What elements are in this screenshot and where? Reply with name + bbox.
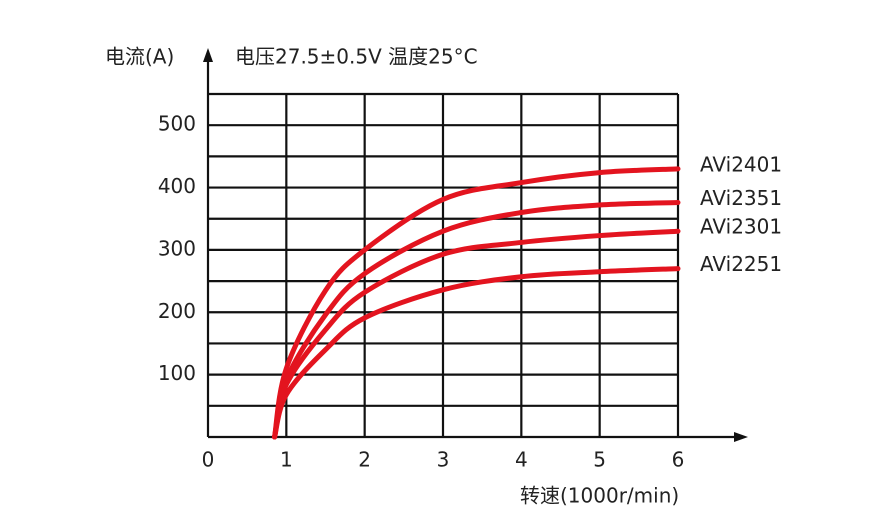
x-arrow <box>734 432 748 442</box>
x-tick-label: 2 <box>358 448 371 472</box>
x-tick-label: 4 <box>515 448 528 472</box>
series-line <box>272 266 681 440</box>
y-tick-label: 100 <box>158 361 196 385</box>
x-tick-label: 6 <box>672 448 685 472</box>
legend-label: AVi2301 <box>700 215 782 239</box>
x-tick-label: 0 <box>202 448 215 472</box>
legend-label: AVi2251 <box>700 252 782 276</box>
y-tick-label: 300 <box>158 236 196 260</box>
y-tick-label: 200 <box>158 299 196 323</box>
chart-title: 电压27.5±0.5V 温度25°C <box>235 45 478 69</box>
y-arrow <box>203 48 213 62</box>
legend-label: AVi2351 <box>700 186 782 210</box>
series-line <box>272 228 681 440</box>
y-tick-label: 500 <box>158 112 196 136</box>
series-line <box>272 200 681 440</box>
y-tick-label: 400 <box>158 174 196 198</box>
x-axis-label: 转速(1000r/min) <box>520 484 679 508</box>
legend-label: AVi2401 <box>700 152 782 176</box>
series-line <box>272 166 681 440</box>
x-tick-label: 1 <box>280 448 293 472</box>
x-tick-label: 5 <box>593 448 606 472</box>
x-tick-label: 3 <box>437 448 450 472</box>
y-axis-label: 电流(A) <box>105 45 174 69</box>
